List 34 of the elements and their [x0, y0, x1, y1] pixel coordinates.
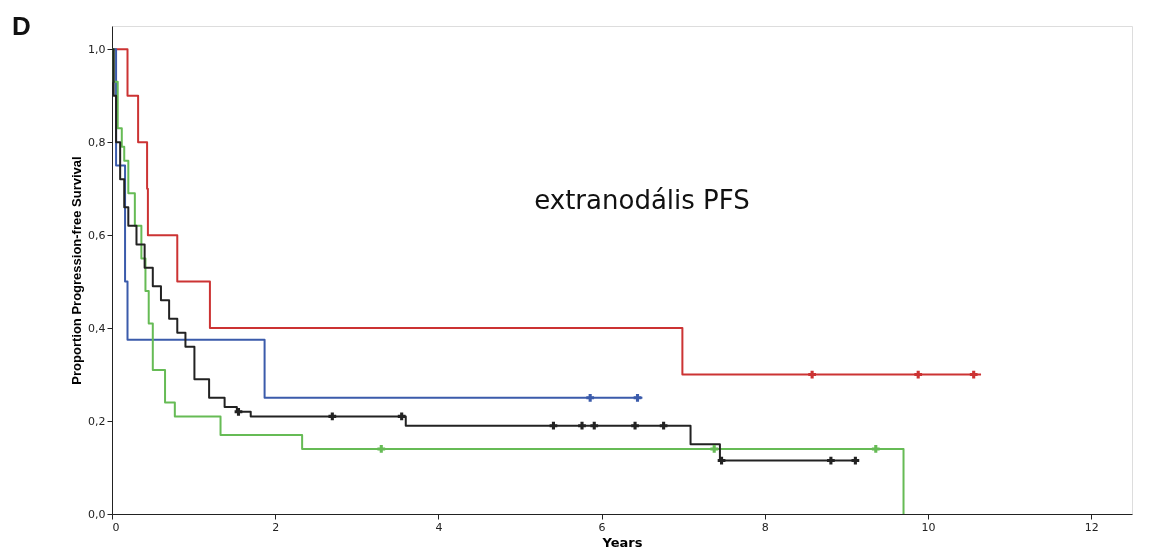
point [586, 393, 595, 402]
point [377, 445, 386, 453]
y-tick-label: 0,2 [88, 414, 106, 428]
point [827, 456, 835, 465]
point [659, 421, 668, 430]
point [808, 370, 816, 379]
y-tick-label: 0,8 [88, 135, 106, 149]
point [549, 421, 558, 430]
y-tick-label: 0,0 [88, 507, 106, 521]
point [633, 393, 642, 402]
x-tick-label: 0 [112, 520, 120, 534]
point [914, 370, 923, 379]
x-tick-label: 6 [598, 520, 606, 534]
annotation: extranodális PFS [534, 185, 750, 215]
x-tick-label: 10 [921, 520, 936, 534]
point [590, 421, 599, 430]
point [710, 445, 719, 453]
point [234, 407, 243, 416]
y-tick-label: 0,4 [88, 321, 106, 335]
y-axis-title: Proportion Progression-free Survival [69, 156, 85, 385]
point [397, 412, 406, 421]
x-tick-label: 8 [761, 520, 769, 534]
y-tick-label: 1,0 [88, 42, 106, 56]
x-axis-title: Years [601, 534, 643, 550]
y-tick-label: 0,6 [88, 228, 106, 242]
point [969, 370, 978, 379]
point [631, 421, 639, 430]
point [578, 421, 586, 430]
x-tick-label: 4 [435, 520, 443, 534]
text: D [12, 11, 31, 41]
point [871, 445, 880, 453]
x-tick-label: 2 [272, 520, 280, 534]
x-tick-label: 12 [1084, 520, 1099, 534]
point [328, 412, 337, 421]
